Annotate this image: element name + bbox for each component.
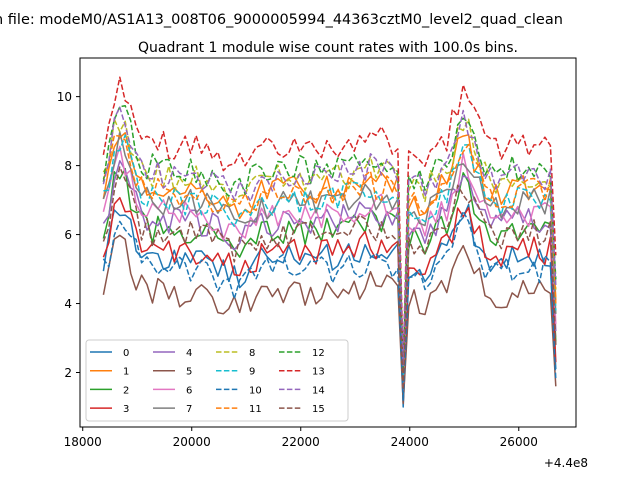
series-line-5 [102, 234, 557, 405]
y-tick-label: 4 [64, 297, 72, 311]
series-line-4 [102, 160, 557, 398]
chart-title: Quadrant 1 module wise count rates with … [138, 40, 518, 56]
axes-frame [79, 57, 577, 428]
legend-label-6: 6 [186, 385, 192, 396]
y-tick-label: 6 [64, 228, 72, 242]
x-offset-text: +4.4e8 [544, 456, 588, 470]
legend-label-5: 5 [186, 367, 192, 378]
series-line-7 [102, 131, 557, 384]
series-line-13 [102, 76, 557, 363]
legend-label-0: 0 [123, 348, 129, 359]
legend-label-13: 13 [312, 367, 325, 378]
suptitle: n file: modeM0/AS1A13_008T06_9000005994_… [0, 12, 563, 28]
legend-label-7: 7 [186, 404, 192, 415]
legend-label-3: 3 [123, 404, 129, 415]
series-line-14 [102, 106, 557, 367]
y-tick-label: 8 [64, 159, 72, 173]
series-line-3 [102, 196, 557, 401]
series-line-9 [103, 134, 557, 377]
y-tick-label: 2 [64, 366, 72, 380]
series-line-6 [102, 145, 557, 391]
series-line-0 [102, 203, 557, 408]
series-line-10 [102, 210, 557, 401]
legend-label-12: 12 [312, 348, 325, 359]
legend-label-2: 2 [123, 385, 129, 396]
legend-label-11: 11 [249, 404, 262, 415]
legend-label-8: 8 [249, 348, 255, 359]
legend-label-10: 10 [249, 385, 262, 396]
legend-label-15: 15 [312, 404, 325, 415]
x-tick-label: 26000 [500, 435, 538, 449]
plot-area [102, 76, 557, 408]
series-line-2 [102, 167, 557, 394]
legend-label-14: 14 [312, 385, 325, 396]
series-line-12 [102, 105, 557, 370]
legend-label-9: 9 [249, 367, 255, 378]
x-tick-label: 22000 [282, 435, 320, 449]
legend-label-1: 1 [123, 367, 129, 378]
x-tick-label: 24000 [391, 435, 429, 449]
series-line-15 [102, 166, 557, 391]
x-tick-label: 20000 [173, 435, 211, 449]
series-line-11 [102, 134, 557, 374]
legend-label-4: 4 [186, 348, 192, 359]
legend-box [85, 339, 349, 422]
y-tick-label: 10 [57, 90, 72, 104]
x-tick-label: 18000 [64, 435, 102, 449]
